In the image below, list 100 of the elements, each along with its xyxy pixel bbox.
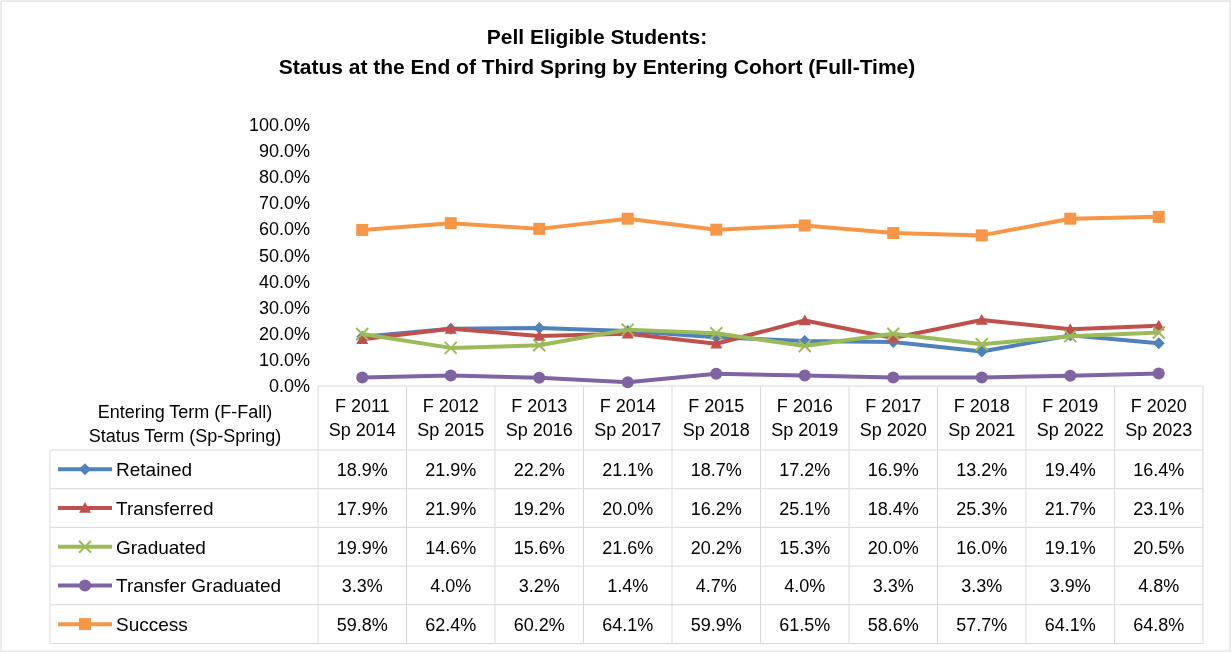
legend-label: Transfer Graduated [116, 575, 282, 597]
data-label: 1.4% [607, 576, 649, 597]
data-label: 3.3% [341, 576, 383, 597]
x-tick-label: F 2012 Sp 2015 [417, 396, 485, 440]
y-tick-label: 10.0% [258, 349, 310, 370]
data-label: 18.4% [867, 499, 919, 520]
data-label: 19.9% [336, 537, 388, 558]
data-label: 57.7% [956, 615, 1008, 636]
data-label: 16.9% [867, 460, 919, 481]
data-label: 59.9% [690, 615, 742, 636]
data-label: 20.0% [602, 499, 654, 520]
data-label: 20.2% [690, 537, 742, 558]
data-label: 64.1% [1044, 615, 1096, 636]
data-label: 64.1% [602, 615, 654, 636]
y-tick-label: 90.0% [258, 141, 310, 162]
x-tick-label: F 2017 Sp 2020 [859, 396, 927, 440]
x-tick-label: F 2015 Sp 2018 [682, 396, 750, 440]
point [798, 219, 811, 232]
legend-label: Success [116, 614, 188, 636]
x-tick-label: F 2011 Sp 2014 [328, 396, 396, 440]
data-label: 16.4% [1133, 460, 1185, 481]
y-tick-label: 80.0% [258, 167, 310, 188]
data-label: 23.1% [1133, 499, 1185, 520]
point [974, 337, 989, 352]
data-label: 16.2% [690, 499, 742, 520]
x-tick-label: F 2020 Sp 2023 [1125, 396, 1193, 440]
y-tick-label: 50.0% [258, 245, 310, 266]
point [1152, 210, 1165, 223]
point [533, 329, 546, 341]
point [797, 339, 812, 354]
data-label: 20.5% [1133, 537, 1185, 558]
point [1064, 369, 1077, 382]
data-label: 16.0% [956, 537, 1008, 558]
y-tick-label: 20.0% [258, 323, 310, 344]
point [356, 223, 369, 236]
point [798, 314, 811, 326]
data-label: 21.9% [425, 499, 477, 520]
data-label: 21.1% [602, 460, 654, 481]
y-tick-label: 100.0% [248, 115, 310, 135]
data-label: 25.3% [956, 499, 1008, 520]
data-label: 25.1% [779, 499, 831, 520]
data-label: 4.8% [1138, 576, 1180, 597]
data-label: 19.2% [513, 499, 565, 520]
point [533, 371, 546, 384]
data-label: 21.9% [425, 460, 477, 481]
point [444, 369, 457, 382]
data-label: 15.6% [513, 537, 565, 558]
data-label: 14.6% [425, 537, 477, 558]
data-label: 58.6% [867, 615, 919, 636]
legend-label: Transferred [116, 498, 214, 520]
x-tick-label: F 2019 Sp 2022 [1036, 396, 1104, 440]
point [621, 376, 634, 389]
data-label: 4.7% [695, 576, 737, 597]
data-label: 21.7% [1044, 499, 1096, 520]
data-label: 64.8% [1133, 615, 1185, 636]
point [975, 229, 988, 242]
point [444, 217, 457, 230]
data-label: 3.2% [518, 576, 560, 597]
point [1152, 367, 1165, 380]
point [1151, 325, 1166, 340]
point [887, 227, 900, 240]
data-label: 18.7% [690, 460, 742, 481]
data-label: 62.4% [425, 615, 477, 636]
point [887, 371, 900, 384]
y-tick-label: 0.0% [268, 376, 310, 396]
point [709, 326, 724, 341]
point [356, 371, 369, 384]
data-label: 4.0% [430, 576, 472, 597]
point [443, 340, 458, 355]
y-tick-label: 60.0% [258, 219, 310, 240]
x-axis-title: Entering Term (F-Fall) Status Term (Sp-Spring) [88, 402, 282, 446]
data-label: 17.2% [779, 460, 831, 481]
x-tick-label: F 2016 Sp 2019 [771, 396, 839, 440]
data-label: 19.1% [1044, 537, 1096, 558]
data-label: 20.0% [867, 537, 919, 558]
chart-title: Pell Eligible Students: Status at the End of Third Spring by Entering Cohort (Full-Time) [278, 25, 916, 78]
data-label: 22.2% [513, 460, 565, 481]
data-label: 15.3% [779, 537, 831, 558]
data-label: 4.0% [784, 576, 826, 597]
data-label: 61.5% [779, 615, 831, 636]
data-label: 60.2% [513, 615, 565, 636]
data-label: 17.9% [336, 499, 388, 520]
point [621, 212, 634, 225]
legend-label: Graduated [116, 536, 206, 558]
data-label: 21.6% [602, 537, 654, 558]
point [798, 369, 811, 382]
point [710, 367, 723, 380]
point [886, 326, 901, 341]
x-tick-label: F 2014 Sp 2017 [594, 396, 662, 440]
y-tick-label: 40.0% [258, 271, 310, 292]
y-tick-label: 70.0% [258, 193, 310, 214]
point [710, 337, 723, 349]
point [533, 222, 546, 235]
point [975, 371, 988, 384]
point [1064, 212, 1077, 225]
y-tick-label: 30.0% [258, 297, 310, 318]
data-label: 19.4% [1044, 460, 1096, 481]
point [975, 313, 988, 325]
data-label: 18.9% [336, 460, 388, 481]
data-label: 13.2% [956, 460, 1008, 481]
